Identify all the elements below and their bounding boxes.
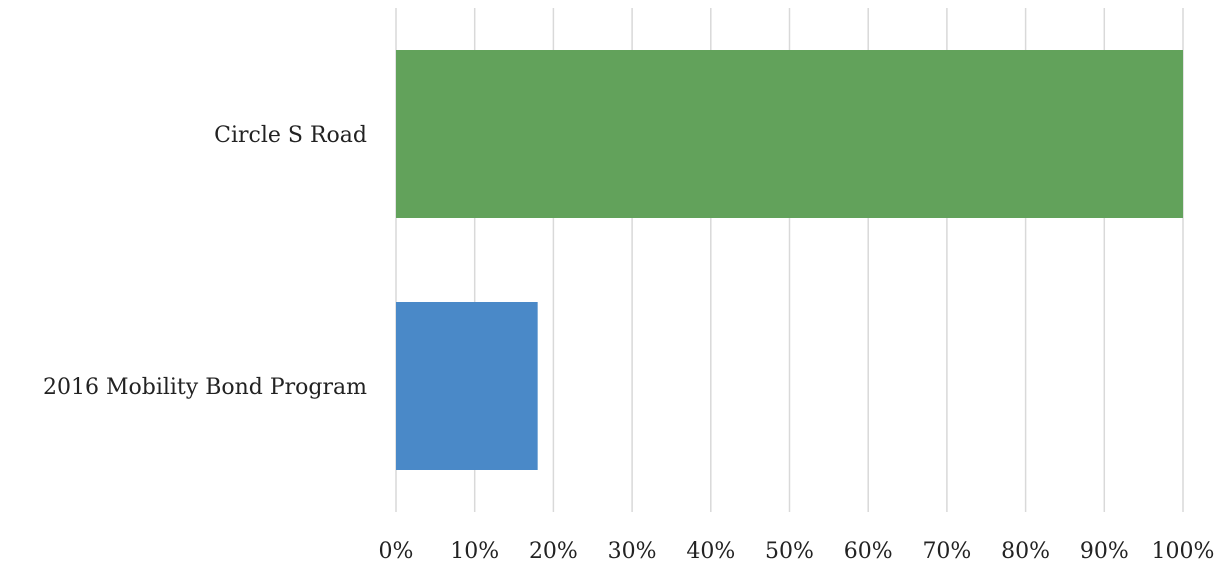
category-labels: Circle S Road 2016 Mobility Bond Program (43, 123, 367, 400)
x-tick-label: 20% (529, 539, 578, 564)
x-tick-label: 80% (1001, 539, 1050, 564)
x-tick-label: 100% (1152, 539, 1215, 564)
x-tick-label: 0% (379, 539, 414, 564)
x-tick-label: 90% (1080, 539, 1129, 564)
category-label: Circle S Road (214, 123, 367, 148)
category-label: 2016 Mobility Bond Program (43, 375, 367, 400)
bar-circle-s-road (396, 50, 1183, 218)
x-tick-label: 10% (450, 539, 499, 564)
bars (396, 50, 1183, 470)
bar-2016-mobility-bond-program (396, 302, 538, 470)
x-tick-label: 30% (608, 539, 657, 564)
x-tick-labels: 0% 10% 20% 30% 40% 50% 60% 70% 80% 90% 100% (379, 539, 1215, 564)
x-tick-label: 70% (922, 539, 971, 564)
x-tick-label: 40% (686, 539, 735, 564)
x-tick-label: 50% (765, 539, 814, 564)
x-tick-label: 60% (844, 539, 893, 564)
